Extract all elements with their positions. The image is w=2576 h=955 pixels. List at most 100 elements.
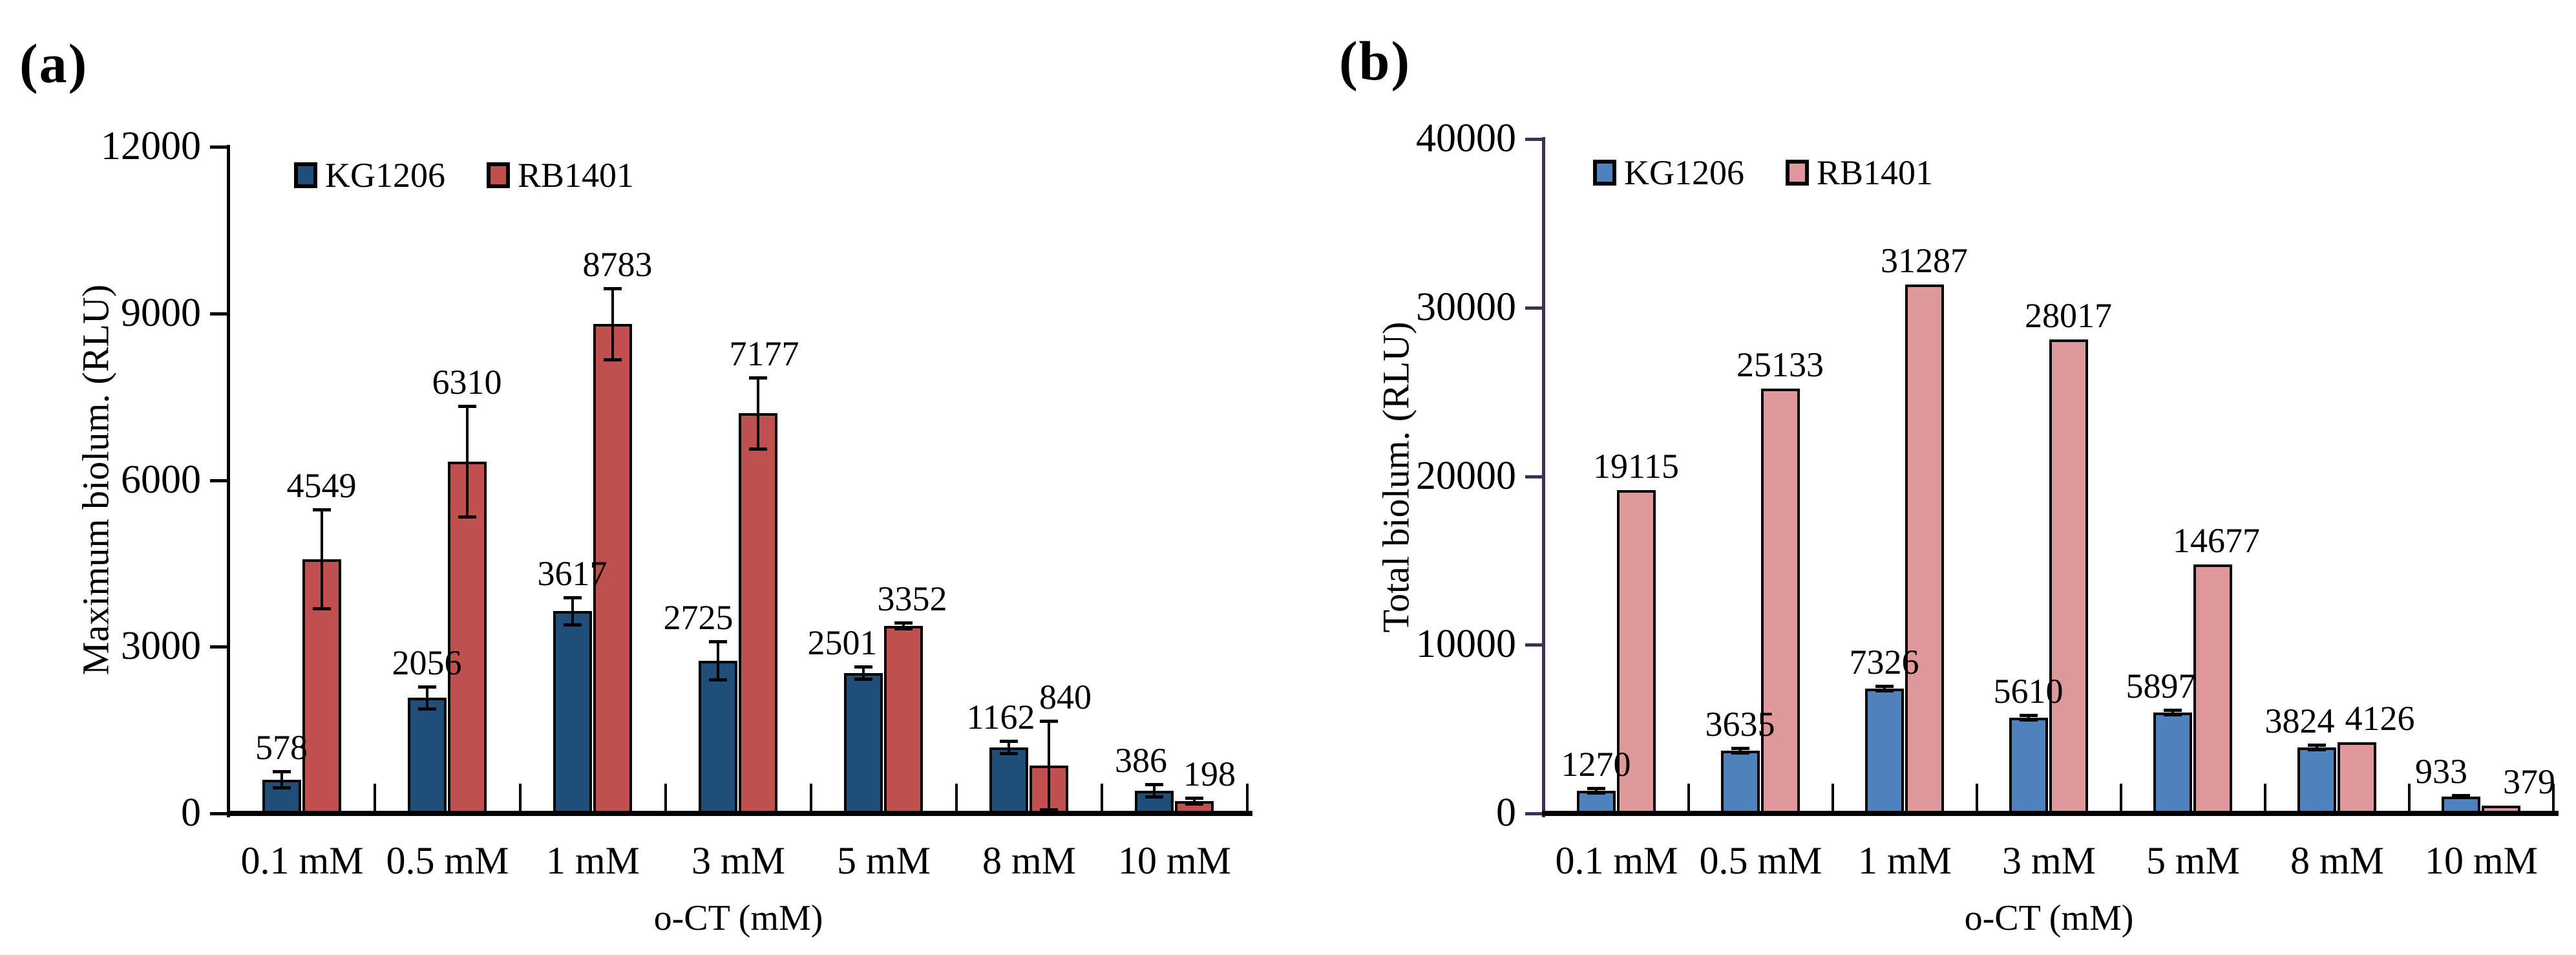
error-cap-bottom (2019, 718, 2038, 722)
panel-a-label: (a) (19, 32, 89, 94)
error-cap-bottom (708, 678, 727, 681)
error-cap-bottom (603, 358, 622, 362)
error-cap-bottom (1145, 795, 1163, 799)
x-boundary-tick-b (1832, 784, 1834, 811)
error-bar-kg1206 (280, 771, 283, 789)
error-cap-bottom (458, 515, 476, 519)
error-cap-bottom (1185, 802, 1203, 806)
x-axis-b (1542, 811, 2559, 816)
error-cap-top (854, 665, 872, 669)
value-label-kg1206: 2725 (663, 597, 734, 637)
error-cap-bottom (2451, 795, 2470, 799)
x-tick-label-a: 10 mM (1117, 839, 1232, 882)
bar-rb1401-0.5mM (447, 461, 487, 813)
y-tick-b (1525, 643, 1543, 647)
error-cap-top (748, 376, 767, 380)
y-tick-a (210, 645, 227, 649)
x-boundary-tick-b (1976, 784, 1978, 811)
y-tick-label-b: 10000 (1416, 622, 1516, 667)
y-tick-label-b: 0 (1496, 791, 1516, 835)
y-tick-label-b: 40000 (1416, 116, 1516, 160)
legend-label-rb1401: RB1401 (1817, 153, 1934, 192)
x-boundary-tick-b (2552, 784, 2555, 811)
value-label-rb1401: 4126 (2345, 699, 2415, 738)
legend-item-kg1206: KG1206 (294, 158, 445, 193)
y-axis-a (227, 145, 230, 817)
error-bar-kg1206 (2171, 710, 2174, 716)
x-boundary-tick-a (1246, 784, 1249, 811)
legend-swatch-kg1206 (1593, 160, 1616, 186)
error-cap-top (1731, 747, 1749, 751)
x-tick-label-b: 3 mM (2001, 839, 2096, 882)
y-tick-a (210, 145, 227, 149)
x-boundary-tick-b (2408, 784, 2411, 811)
value-label-kg1206: 578 (255, 728, 308, 767)
value-label-rb1401: 840 (1039, 678, 1092, 717)
bar-kg1206-1mM (553, 611, 592, 813)
x-tick-label-b: 10 mM (2424, 839, 2539, 882)
value-label-rb1401: 7177 (729, 334, 799, 373)
error-bar-rb1401 (1192, 797, 1196, 805)
error-bar-rb1401 (465, 405, 469, 517)
error-cap-top (1039, 720, 1058, 724)
legend-b: KG1206 RB1401 (1593, 155, 1933, 190)
error-bar-rb1401 (320, 509, 323, 610)
value-label-rb1401: 14677 (2173, 521, 2260, 561)
error-bar-kg1206 (861, 666, 865, 680)
value-label-kg1206: 5610 (1993, 671, 2064, 711)
y-tick-label-a: 0 (181, 791, 201, 835)
error-cap-bottom (563, 623, 582, 627)
y-tick-label-a: 9000 (121, 290, 201, 335)
error-cap-top (603, 286, 622, 290)
error-cap-bottom (2163, 713, 2182, 717)
error-cap-top (458, 404, 476, 408)
x-tick-label-b: 8 mM (2290, 839, 2385, 882)
error-cap-bottom (894, 627, 913, 631)
error-bar-rb1401 (1047, 721, 1050, 810)
error-cap-top (999, 739, 1018, 743)
y-axis-title-a: Maximum biolum. (RLU) (74, 284, 117, 676)
x-boundary-tick-b (2264, 784, 2266, 811)
y-axis-b (1542, 137, 1545, 817)
value-label-rb1401: 198 (1183, 754, 1236, 793)
panel-b-label: (b) (1339, 30, 1411, 92)
error-cap-bottom (999, 752, 1018, 756)
error-bar-kg1206 (1738, 748, 1742, 754)
value-label-kg1206: 3824 (2265, 702, 2335, 741)
error-cap-top (1185, 796, 1203, 800)
y-tick-label-a: 3000 (121, 624, 201, 669)
value-label-rb1401: 379 (2503, 762, 2555, 802)
error-cap-bottom (272, 786, 291, 790)
legend-label-kg1206: KG1206 (325, 156, 445, 195)
error-cap-top (563, 596, 582, 599)
x-boundary-tick-b (2120, 784, 2122, 811)
bar-kg1206-8mM (989, 747, 1028, 813)
y-tick-b (1525, 812, 1543, 815)
error-cap-bottom (1587, 791, 1605, 795)
error-cap-top (272, 770, 291, 774)
bar-kg1206-1mM (1864, 688, 1904, 813)
x-tick-label-b: 0.5 mM (1699, 839, 1822, 882)
error-bar-rb1401 (902, 622, 905, 630)
bar-rb1401-10mM (2481, 806, 2520, 813)
bar-kg1206-5mM (2153, 713, 2192, 813)
error-bar-kg1206 (571, 597, 574, 625)
legend-swatch-rb1401 (487, 162, 510, 188)
error-bar-rb1401 (611, 288, 614, 361)
value-label-rb1401: 19115 (1593, 446, 1679, 486)
value-label-rb1401: 6310 (432, 362, 502, 402)
y-tick-label-b: 20000 (1416, 453, 1516, 498)
value-label-rb1401: 31287 (1881, 241, 1968, 281)
y-tick-b (1525, 475, 1543, 478)
error-cap-top (2163, 709, 2182, 713)
x-boundary-tick-b (1687, 784, 1690, 811)
legend-item-rb1401: RB1401 (1786, 155, 1933, 190)
y-tick-a (210, 812, 227, 815)
error-cap-bottom (312, 607, 331, 611)
bar-rb1401-1mM (1905, 284, 1944, 813)
error-bar-kg1206 (1594, 788, 1598, 793)
bar-kg1206-0.5mM (1720, 751, 1760, 813)
y-tick-a (210, 478, 227, 482)
x-boundary-tick-a (955, 784, 958, 811)
value-label-rb1401: 28017 (2025, 296, 2112, 336)
